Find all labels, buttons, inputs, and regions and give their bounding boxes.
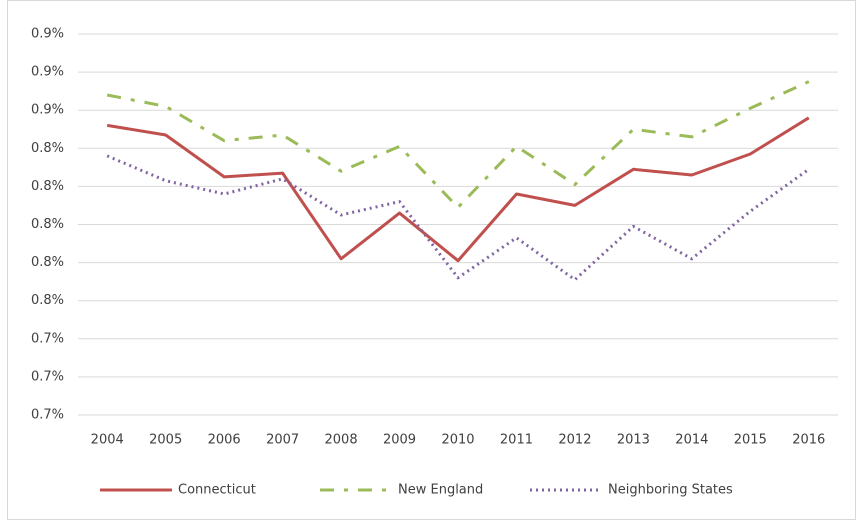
x-tick-label: 2012 xyxy=(558,433,591,448)
x-tick-label: 2008 xyxy=(325,433,358,448)
legend-label: Neighboring States xyxy=(608,483,733,498)
x-tick-label: 2016 xyxy=(792,433,825,448)
x-tick-label: 2015 xyxy=(734,433,767,448)
y-tick-label: 0.8% xyxy=(31,293,64,308)
series-line xyxy=(106,80,810,209)
x-tick-label: 2010 xyxy=(441,433,474,448)
x-tick-label: 2005 xyxy=(149,433,182,448)
y-tick-label: 0.8% xyxy=(31,217,64,232)
y-tick-label: 0.7% xyxy=(31,331,64,346)
y-tick-label: 0.7% xyxy=(31,408,64,423)
legend-label: Connecticut xyxy=(178,483,256,498)
x-tick-label: 2007 xyxy=(266,433,299,448)
x-tick-label: 2014 xyxy=(675,433,708,448)
x-tick-label: 2011 xyxy=(500,433,533,448)
chart-frame xyxy=(7,0,856,520)
x-tick-label: 2004 xyxy=(91,433,124,448)
series-line xyxy=(106,116,810,263)
y-tick-label: 0.9% xyxy=(31,103,64,118)
x-tick-label: 2006 xyxy=(208,433,241,448)
y-tick-label: 0.8% xyxy=(31,255,64,270)
y-tick-label: 0.8% xyxy=(31,179,64,194)
y-tick-label: 0.9% xyxy=(31,65,64,80)
y-tick-label: 0.8% xyxy=(31,141,64,156)
y-tick-label: 0.7% xyxy=(31,369,64,384)
series-line xyxy=(106,154,810,282)
y-tick-label: 0.9% xyxy=(31,27,64,42)
x-tick-label: 2013 xyxy=(617,433,650,448)
x-tick-label: 2009 xyxy=(383,433,416,448)
legend-label: New England xyxy=(398,483,483,498)
